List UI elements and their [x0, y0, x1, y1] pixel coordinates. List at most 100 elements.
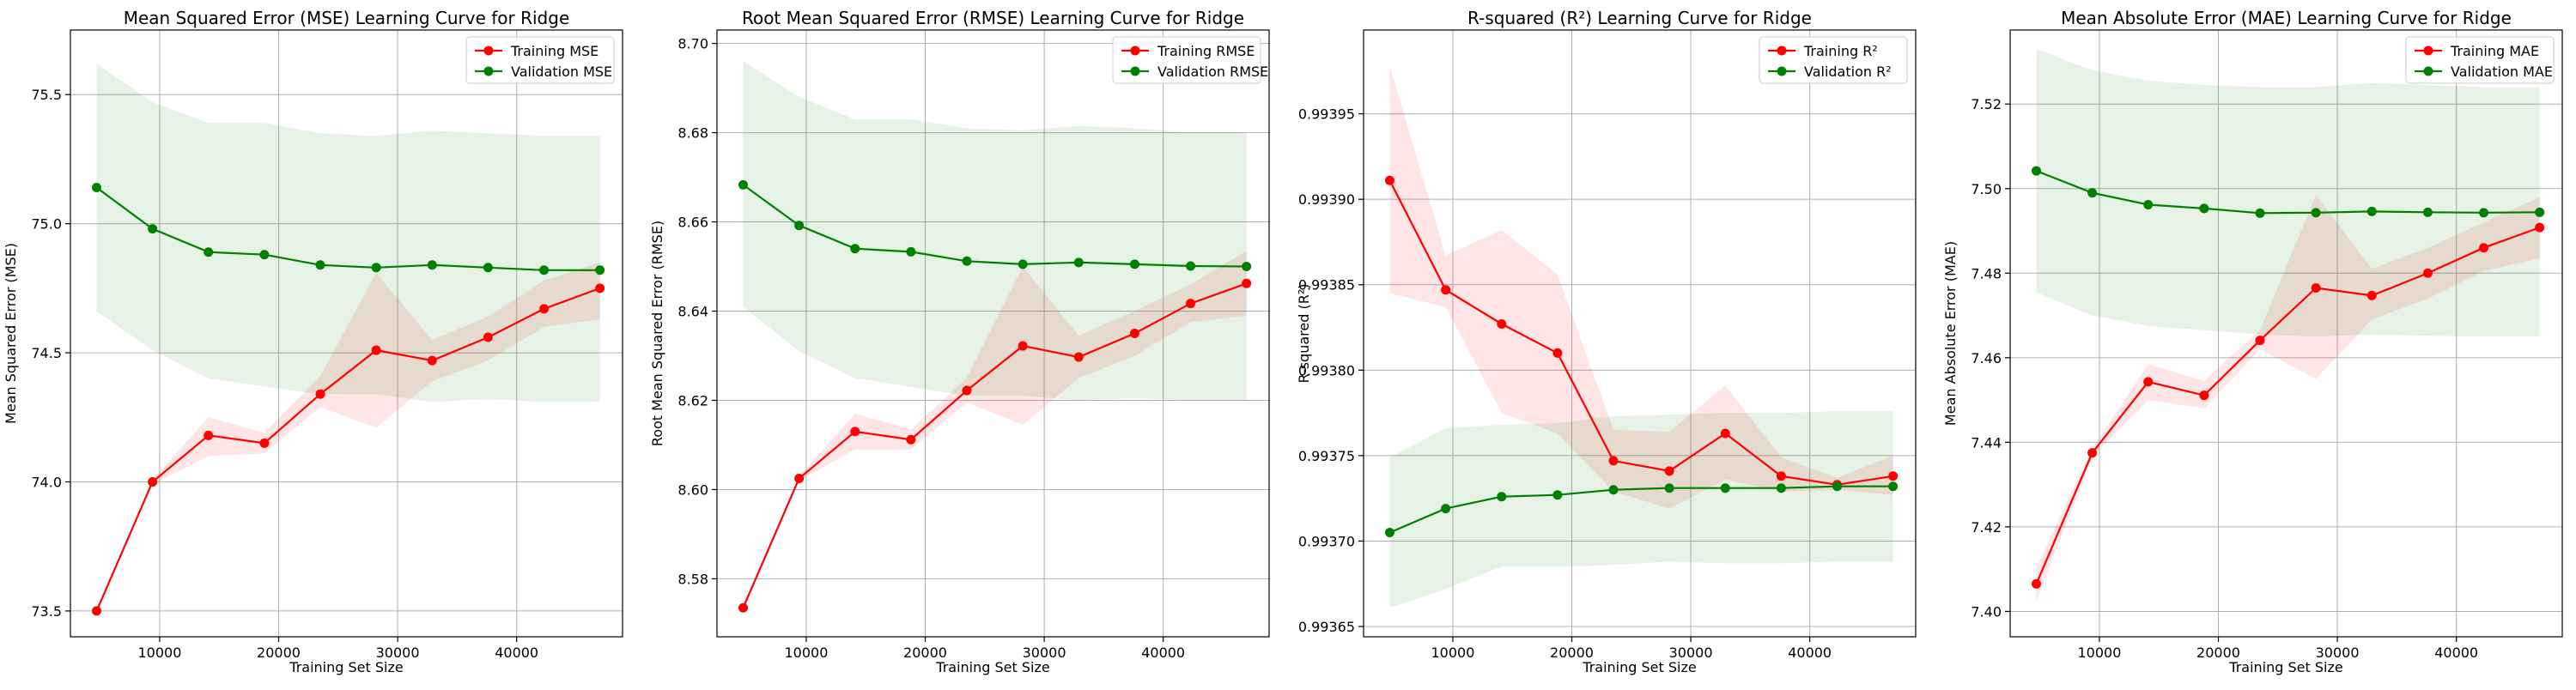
y-tick-label: 74.0 — [31, 474, 62, 490]
y-axis-label: Root Mean Squared Error (RMSE) — [649, 221, 665, 446]
x-axis-label: Training Set Size — [2228, 659, 2342, 675]
validation-data-point — [371, 263, 381, 273]
training-data-point — [2479, 243, 2489, 253]
validation-data-point — [427, 260, 437, 270]
validation-confidence-band — [2036, 49, 2540, 337]
y-tick-label: 75.5 — [31, 87, 62, 103]
x-tick-label: 10000 — [1431, 645, 1474, 661]
y-tick-label: 7.46 — [1971, 350, 2002, 366]
y-tick-label: 8.58 — [677, 571, 708, 587]
validation-data-point — [1384, 528, 1394, 538]
x-tick-label: 10000 — [784, 645, 828, 661]
training-data-point — [148, 476, 158, 487]
training-data-point — [595, 283, 605, 294]
training-data-point — [1497, 319, 1507, 330]
training-data-point — [2087, 448, 2098, 458]
legend-marker-swatch — [1130, 66, 1140, 76]
validation-data-point — [539, 265, 550, 275]
y-axis-label: Mean Squared Error (MSE) — [3, 243, 19, 424]
legend-entry-label: Training R² — [1803, 43, 1878, 59]
training-series-line — [2035, 227, 2541, 584]
validation-data-point — [1497, 492, 1507, 502]
training-confidence-band — [96, 262, 600, 611]
training-data-point — [2031, 578, 2041, 589]
legend-box — [465, 36, 615, 84]
x-tick-label: 20000 — [1550, 645, 1594, 661]
legend-entry-label: Validation MAE — [2451, 64, 2553, 80]
training-data-point — [1888, 471, 1899, 481]
legend-marker-swatch — [1777, 45, 1787, 56]
training-series-line — [95, 287, 601, 612]
training-data-point — [1664, 466, 1674, 476]
validation-series-line — [95, 186, 600, 271]
chart-title: Root Mean Squared Error (RMSE) Learning … — [742, 8, 1244, 28]
y-tick-label: 8.60 — [677, 481, 708, 498]
x-tick-label: 30000 — [1023, 645, 1066, 661]
validation-data-point — [850, 244, 860, 254]
y-tick-label: 7.52 — [1971, 96, 2002, 112]
x-tick-label: 30000 — [376, 645, 420, 661]
validation-series-line — [2036, 170, 2540, 215]
legend-entry-label: Training RMSE — [1157, 43, 1255, 59]
y-axis-label: Mean Absolute Error (MAE) — [1942, 241, 1959, 426]
legend-marker-swatch — [2423, 66, 2433, 76]
legend: Training RMSE Validation RMSE — [1112, 36, 1268, 84]
chart-panel-2: 10000 20000 30000 40000 8.58 8.60 8.62 8.64 8.66… — [649, 8, 1270, 675]
y-tick-label: 7.44 — [1971, 434, 2002, 451]
x-tick-label: 40000 — [1788, 645, 1832, 661]
y-tick-label: 73.5 — [31, 603, 62, 620]
y-tick-label: 8.66 — [677, 215, 708, 231]
validation-data-point — [1441, 504, 1451, 514]
validation-data-point — [1129, 259, 1139, 269]
y-tick-label: 0.99380 — [1298, 362, 1355, 378]
training-data-point — [1384, 175, 1394, 185]
training-confidence-band — [2036, 195, 2540, 602]
y-axis-label: R-squared (R²) — [1296, 283, 1312, 383]
training-data-point — [1720, 428, 1730, 439]
chart-panel-1: 10000 20000 30000 40000 73.5 74.0 74.5 75.0 75.5… — [3, 8, 623, 675]
training-data-point — [2366, 290, 2377, 300]
legend-marker-swatch — [483, 66, 494, 76]
legend: Training R² Validation R² — [1759, 36, 1908, 84]
training-data-point — [371, 345, 381, 355]
validation-data-point — [595, 265, 605, 275]
validation-series-line — [1389, 485, 1893, 534]
training-series-line — [742, 282, 1248, 608]
validation-data-point — [1186, 261, 1196, 271]
legend-box — [2405, 36, 2555, 84]
legend-entry-label: Validation R² — [1804, 64, 1892, 80]
legend-entry-label: Training MAE — [2450, 43, 2539, 59]
training-data-point — [539, 304, 550, 314]
training-data-point — [2422, 268, 2433, 278]
y-tick-label: 8.70 — [677, 36, 708, 52]
legend-marker-swatch — [2423, 45, 2433, 56]
validation-data-point — [1888, 481, 1899, 492]
x-axis-label: Training Set Size — [1582, 659, 1696, 675]
training-data-point — [850, 427, 860, 437]
y-tick-label: 0.99390 — [1298, 191, 1355, 208]
legend-marker-swatch — [1777, 66, 1787, 76]
validation-data-point — [794, 221, 805, 231]
training-data-point — [2255, 336, 2265, 346]
y-tick-label: 7.42 — [1971, 519, 2002, 536]
y-tick-label: 8.64 — [677, 304, 708, 320]
chart-panel-3: 10000 20000 30000 40000 0.99365 0.99370 0.9937… — [1296, 8, 1917, 675]
validation-data-point — [315, 260, 325, 270]
training-data-point — [2535, 222, 2545, 233]
training-data-point — [91, 606, 101, 616]
training-data-point — [1608, 456, 1619, 466]
training-data-point — [427, 355, 437, 366]
validation-series-line — [742, 184, 1247, 268]
validation-data-point — [1018, 259, 1028, 269]
y-tick-label: 74.5 — [31, 345, 62, 361]
training-confidence-band — [1389, 65, 1893, 509]
y-tick-label: 0.99385 — [1298, 277, 1355, 294]
training-series-line — [1388, 179, 1893, 486]
training-data-point — [906, 434, 916, 445]
legend: Training MAE Validation MAE — [2405, 36, 2555, 84]
legend-box — [1759, 36, 1908, 84]
training-data-point — [259, 438, 270, 448]
chart-title: R-squared (R²) Learning Curve for Ridge — [1467, 8, 1812, 28]
validation-data-point — [148, 224, 158, 234]
validation-data-point — [906, 246, 916, 257]
